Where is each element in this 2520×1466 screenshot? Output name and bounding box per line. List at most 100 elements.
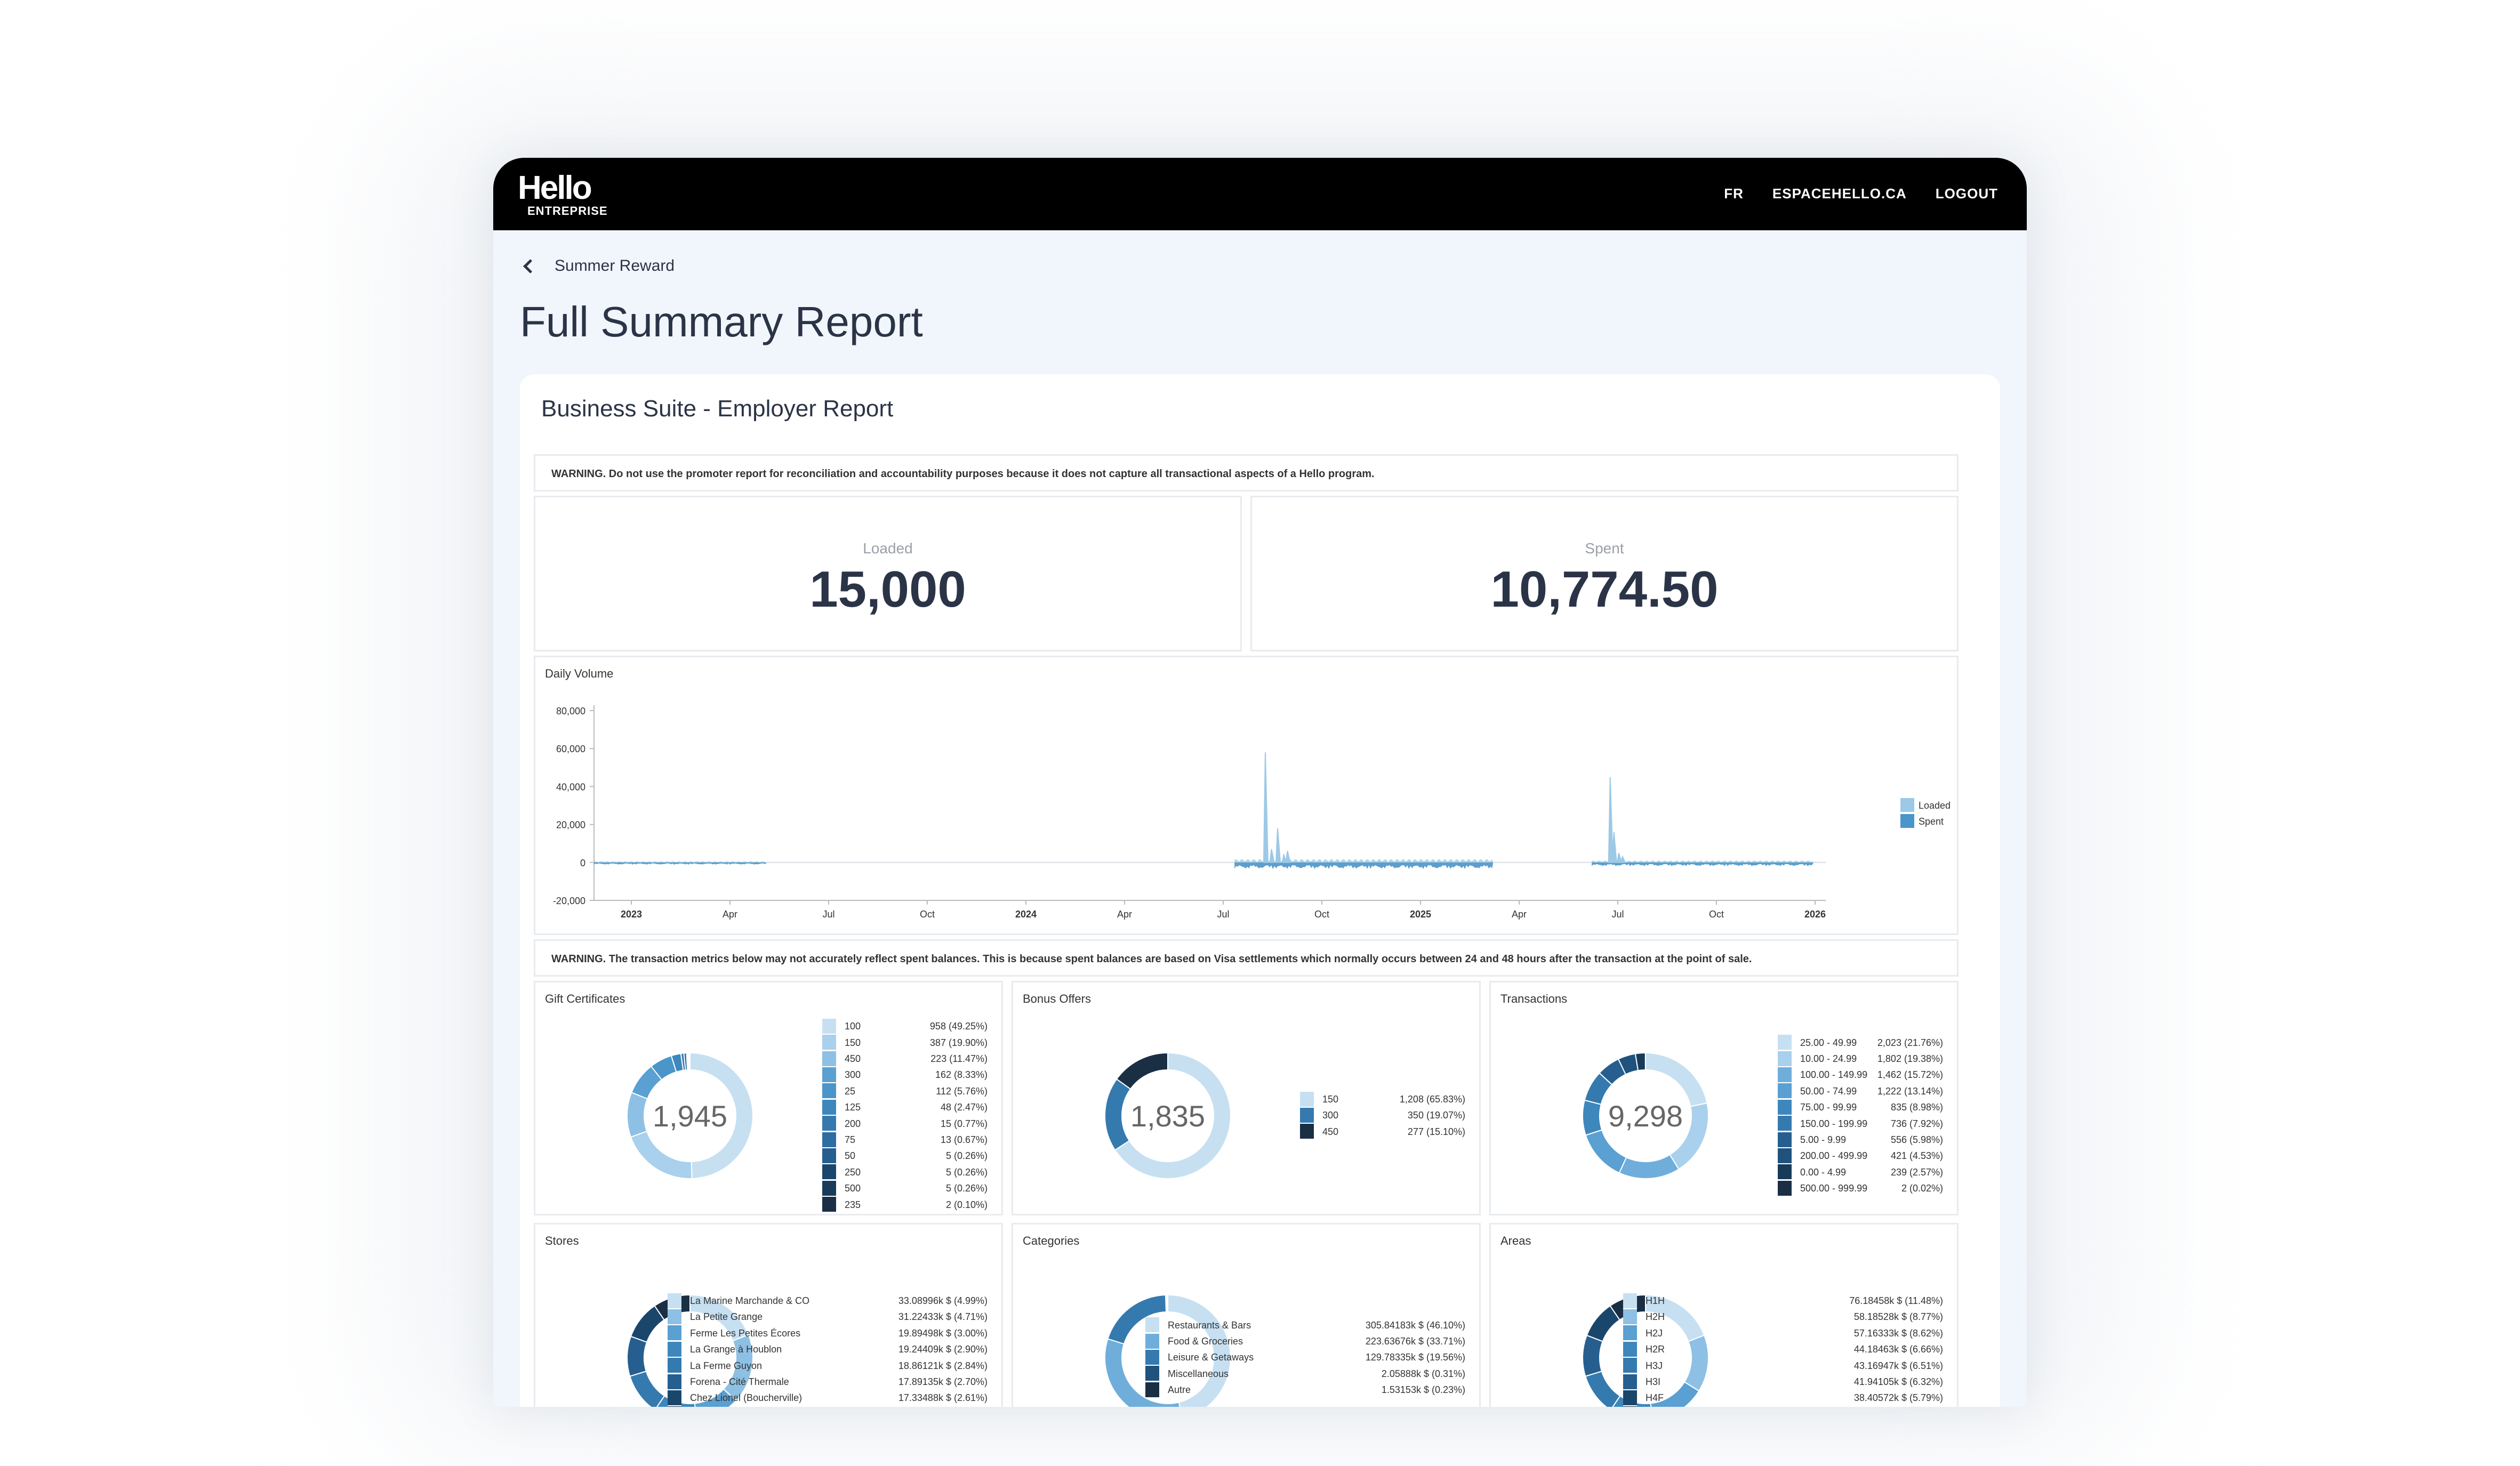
spent-area[interactable] — [1234, 863, 1493, 869]
legend-swatch — [1623, 1309, 1637, 1325]
hello-logo[interactable]: Hello ENTREPRISE — [518, 172, 608, 218]
donut-slice[interactable] — [631, 1131, 692, 1179]
y-tick-label: 20,000 — [556, 820, 585, 831]
legend-value: 18.86121k $ (2.84%) — [898, 1360, 988, 1372]
donut-slice[interactable] — [1585, 1371, 1620, 1407]
loaded-spike[interactable] — [1276, 828, 1280, 863]
donut-slice[interactable] — [1117, 1053, 1168, 1089]
spent-area[interactable] — [594, 863, 766, 865]
breadcrumb[interactable]: Summer Reward — [525, 257, 675, 275]
legend-value: 57.16333k $ (8.62%) — [1854, 1328, 1943, 1339]
report-card: Business Suite - Employer Report WARNING… — [520, 374, 2000, 1407]
legend-value: 2,023 (21.76%) — [1877, 1037, 1943, 1049]
legend-swatch — [1778, 1148, 1792, 1164]
legend-label: 300 — [845, 1069, 935, 1081]
donut-slice[interactable] — [630, 1371, 664, 1407]
donut-slice[interactable] — [1167, 1295, 1168, 1312]
nav-language-fr[interactable]: FR — [1724, 186, 1744, 202]
legend-swatch — [822, 1197, 836, 1213]
legend-swatch — [1623, 1293, 1637, 1309]
legend-swatch — [1900, 814, 1914, 828]
donut-slice[interactable] — [627, 1336, 647, 1376]
chevron-left-icon[interactable] — [523, 259, 537, 273]
legend-value: 556 (5.98%) — [1891, 1134, 1943, 1146]
donut-slice[interactable] — [1619, 1155, 1679, 1179]
legend-value: 41.94105k $ (6.32%) — [1854, 1376, 1943, 1388]
donut-slice[interactable] — [1586, 1130, 1626, 1173]
donut-slice[interactable] — [1583, 1335, 1603, 1376]
loaded-spike[interactable] — [1286, 851, 1290, 862]
loaded-spike[interactable] — [1264, 752, 1268, 862]
legend-swatch — [822, 1148, 836, 1164]
x-tick-label: Apr — [1512, 909, 1527, 920]
loaded-spike[interactable] — [1609, 777, 1613, 863]
breadcrumb-label[interactable]: Summer Reward — [555, 257, 675, 275]
legend-swatch — [1623, 1374, 1637, 1390]
legend-value: 421 (4.53%) — [1891, 1150, 1943, 1162]
legend-item[interactable]: Chez Lionel (Boucherville)17.33488k $ (2… — [668, 1390, 988, 1406]
nav-espacehello-link[interactable]: ESPACEHELLO.CA — [1772, 186, 1907, 202]
donut-slice[interactable] — [689, 1053, 690, 1070]
legend-label: H4F — [1646, 1392, 1854, 1404]
loaded-spike[interactable] — [1270, 849, 1274, 863]
nav-logout[interactable]: LOGOUT — [1936, 186, 1998, 202]
loaded-spike[interactable] — [1612, 832, 1617, 863]
legend-value: 48 (2.47%) — [941, 1102, 988, 1113]
spent-area[interactable] — [1592, 863, 1813, 866]
legend-label[interactable]: Spent — [1919, 816, 1944, 827]
loaded-area[interactable] — [594, 861, 766, 863]
legend-value: 2.05888k $ (0.31%) — [1382, 1368, 1465, 1380]
legend-label: 150 — [845, 1037, 930, 1049]
legend-swatch — [1623, 1390, 1637, 1406]
legend-label[interactable]: Loaded — [1919, 800, 1951, 811]
legend-swatch — [1300, 1108, 1314, 1124]
loaded-spike[interactable] — [1621, 857, 1625, 863]
